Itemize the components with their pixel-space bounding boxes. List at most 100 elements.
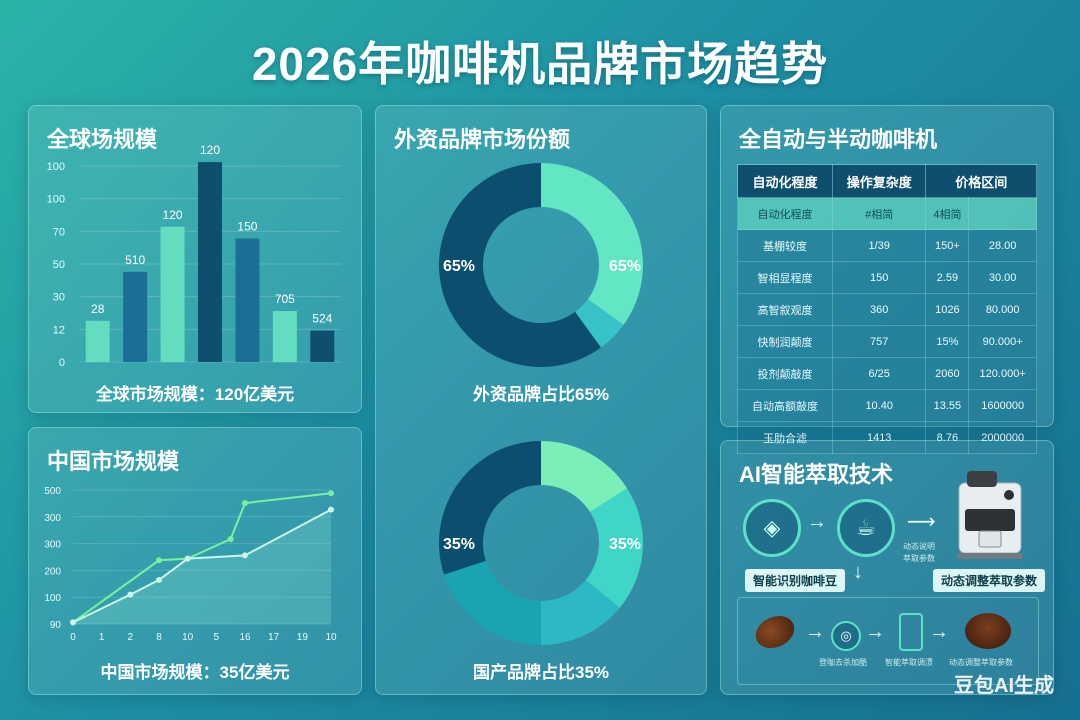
data-point	[227, 536, 234, 543]
donut-label: 65%	[609, 258, 641, 275]
table-row: 投剂颠敲度 6/25 2060 120.000+	[737, 357, 1037, 390]
table-cell: 自动高额敲度	[737, 389, 833, 422]
phone-icon	[899, 613, 923, 651]
donut-slice	[575, 299, 624, 348]
x-tick-label: 2	[128, 632, 134, 643]
share-donut-charts: 65% 65% 35% 35%	[438, 163, 643, 645]
table-cell: 2.59	[925, 261, 970, 294]
coffee-cup-icon: ☕	[837, 499, 895, 557]
donut-label: 35%	[609, 536, 641, 553]
identify-bean-label: 智能识别咖啡豆	[745, 569, 846, 592]
x-tick-label: 10	[182, 632, 194, 643]
y-tick-label: 500	[44, 486, 61, 497]
y-tick-label: 12	[53, 324, 65, 336]
donut-slice	[541, 163, 643, 325]
bar	[310, 330, 335, 362]
table-cell: 1/39	[831, 229, 927, 262]
table-row: 智相显程度 150 2.59 30.00	[737, 261, 1037, 294]
bar-data-label: 705	[275, 292, 295, 306]
bar	[123, 271, 148, 362]
table-cell: 1413	[831, 421, 927, 454]
arrow-icon: →	[865, 621, 885, 643]
bar-data-label: 524	[312, 312, 332, 326]
bar-data-label: 150	[237, 220, 257, 234]
step-caption: 智能萃取调渍	[885, 658, 933, 667]
y-tick-label: 300	[44, 513, 61, 524]
x-tick-label: 17	[268, 632, 280, 643]
data-point	[328, 506, 334, 513]
arrow-icon: →	[929, 621, 949, 643]
x-tick-label: 5	[214, 632, 220, 643]
coffee-machine-icon	[957, 471, 1023, 559]
side-note: 萃取参数	[903, 554, 935, 563]
bar	[198, 162, 222, 362]
global-bar-chart: 0 12 30 50 70 100 100 28 510 120 120 150 705 524	[47, 143, 341, 369]
table-row: 玉肋合滤 1413 8.76 2000000	[737, 421, 1037, 454]
y-tick-label: 200	[44, 566, 61, 577]
domestic-share-caption: 国产品牌占比35%	[472, 663, 610, 682]
x-tick-label: 8	[156, 632, 162, 643]
table-row: 自动高额敲度 10.40 13.55 1600000	[737, 389, 1037, 422]
data-point	[242, 500, 248, 507]
table-cell: 投剂颠敲度	[737, 357, 833, 390]
global-market-panel: 全球场规模 0 12 30 50 70 100 100 28 510 120 120 150 705 52…	[28, 105, 362, 413]
watermark: 豆包AI生成	[954, 675, 1054, 697]
page-title: 2026年咖啡机品牌市场趋势	[251, 38, 829, 90]
table-cell: 玉肋合滤	[737, 421, 833, 454]
bar	[85, 320, 110, 362]
automation-table-panel: 全自动与半动咖啡机 自动化程度 操作复杂度 价格区间 自动化程度 #相简 4相简 基棚较度 1…	[720, 105, 1054, 454]
donut-slice	[541, 579, 620, 645]
data-point	[156, 576, 162, 583]
table-cell: 自动化程度	[737, 197, 833, 230]
table-row: 自动化程度 #相简 4相简	[737, 197, 1037, 230]
table-cell: 高智叙观度	[737, 293, 833, 326]
foreign-share-caption: 外资品牌占比65%	[472, 385, 610, 404]
comparison-table: 自动化程度 操作复杂度 价格区间 自动化程度 #相简 4相简 基棚较度 1/39 150+ 28.…	[737, 164, 1037, 454]
table-cell: 基棚较度	[737, 229, 833, 262]
china-line-chart: 90 100 200 300 300 500 0 1 2 8 10 5 16 17 19 10	[44, 486, 337, 643]
table-cell: 快制润颠度	[737, 325, 833, 358]
panel-title: AI智能萃取技术	[739, 462, 894, 487]
donut-slice	[541, 441, 628, 512]
table-cell: 4相简	[925, 197, 970, 230]
area-fill	[73, 509, 331, 624]
table-header-row: 自动化程度 操作复杂度 价格区间	[737, 164, 1037, 198]
ai-extraction-panel: AI智能萃取技术 ◈ → ☕ ⟶ 动态说明 萃取参数 智能识别咖啡豆 动态调整萃…	[720, 440, 1054, 695]
table-cell	[968, 197, 1037, 230]
table-cell: 智相显程度	[737, 261, 833, 294]
global-caption: 全球市场规模：120亿美元	[95, 385, 295, 404]
arrow-icon: →	[807, 511, 827, 533]
table-cell: 1600000	[968, 389, 1037, 422]
table-cell: 757	[831, 325, 927, 358]
donut-slice	[443, 560, 541, 645]
table-cell: 90.000+	[968, 325, 1037, 358]
table-row: 快制润颠度 757 15% 90.000+	[737, 325, 1037, 358]
bar	[160, 226, 185, 362]
panel-title: 中国市场规模	[47, 449, 180, 474]
table-cell: 120.000+	[968, 357, 1037, 390]
side-note: 动态说明	[903, 542, 935, 551]
table-cell: 1026	[925, 293, 970, 326]
donut-slice	[585, 488, 643, 609]
table-row: 基棚较度 1/39 150+ 28.00	[737, 229, 1037, 262]
y-tick-label: 0	[59, 357, 65, 369]
china-market-panel: 中国市场规模 90 100 200 300 300 500 0 1 2 8 10 5 16 17 19 10 …	[28, 427, 362, 695]
arrow-down-icon: ↓	[853, 561, 863, 583]
brand-share-panel: 外资品牌市场份额 65% 65% 35% 35% 外资品牌占比65% 国产品牌占比35…	[375, 105, 707, 695]
step-caption: 登咖去杀加酷	[819, 658, 867, 667]
x-tick-label: 16	[239, 632, 251, 643]
table-cell: 13.55	[925, 389, 970, 422]
series-line	[72, 508, 332, 624]
table-cell: 28.00	[968, 229, 1037, 262]
data-point	[184, 555, 191, 562]
table-cell: 15%	[925, 325, 970, 358]
data-point	[328, 490, 334, 497]
bar-data-label: 28	[91, 302, 105, 316]
table-cell: 6/25	[831, 357, 927, 390]
x-tick-label: 10	[325, 632, 337, 643]
scan-icon: ◎	[831, 621, 861, 651]
donut-label: 65%	[443, 258, 475, 275]
bar	[235, 238, 260, 362]
table-cell: 2000000	[968, 421, 1037, 454]
x-tick-label: 19	[297, 632, 309, 643]
